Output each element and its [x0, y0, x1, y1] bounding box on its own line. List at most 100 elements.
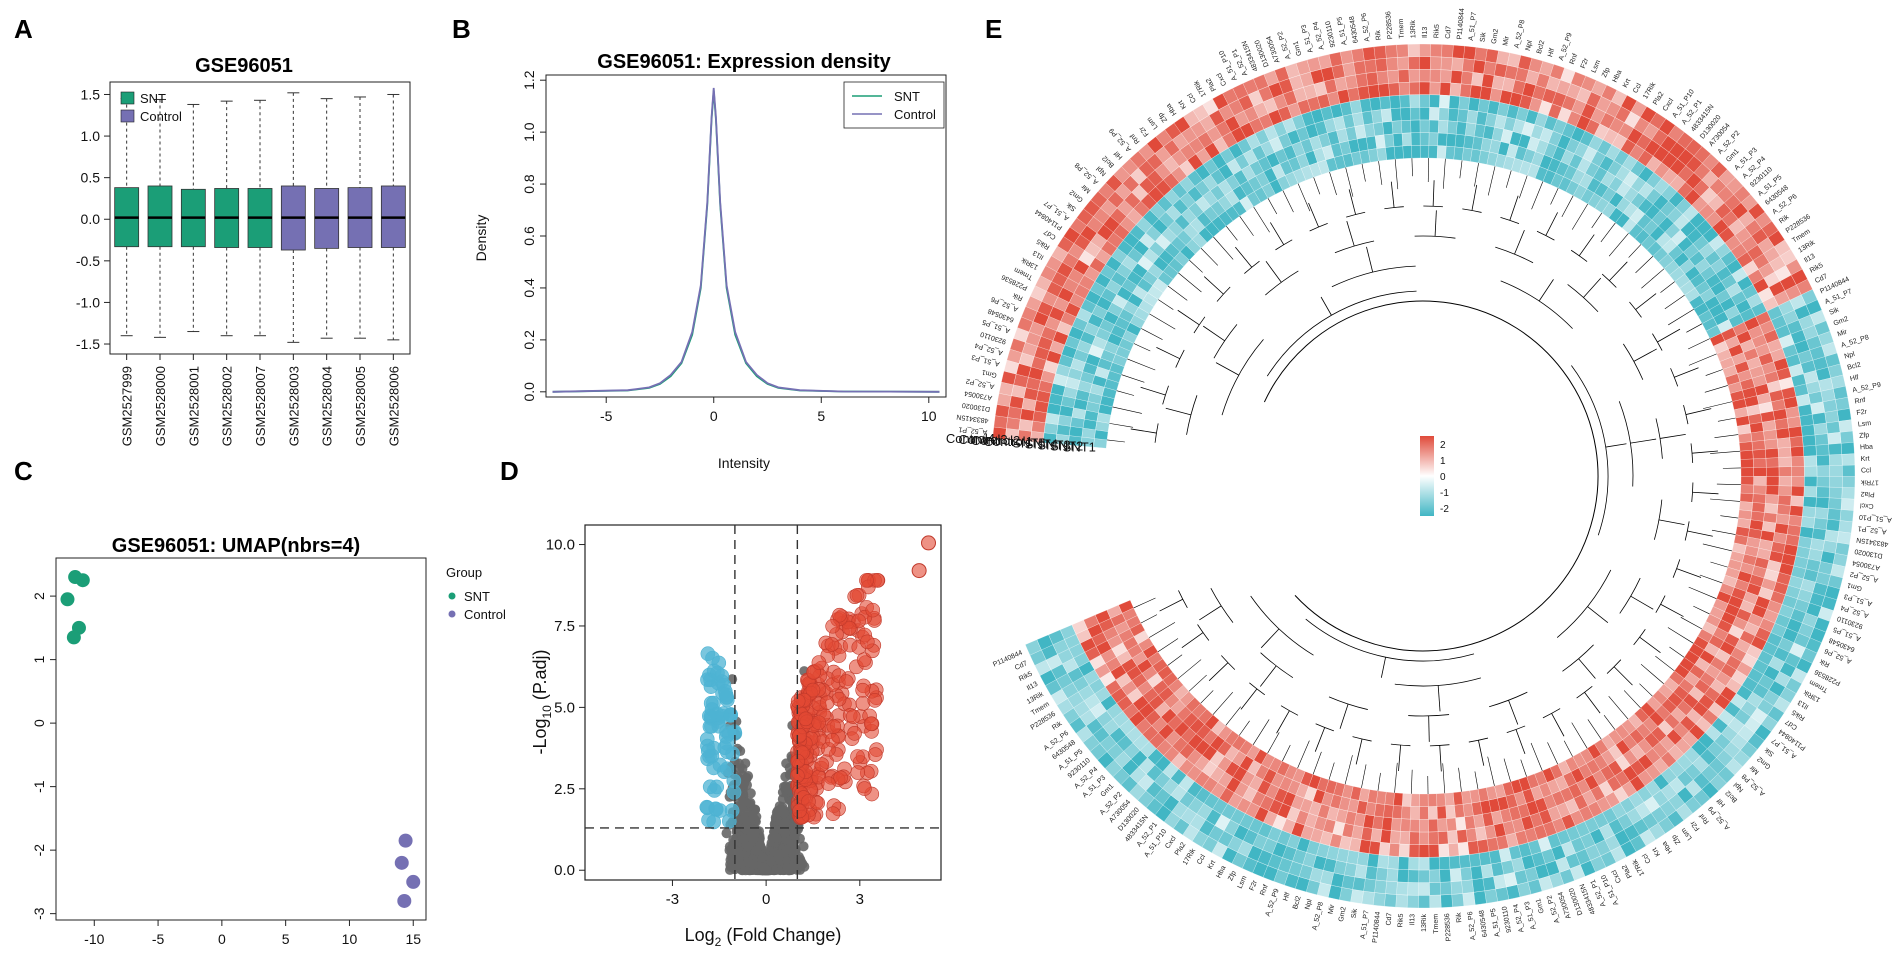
dendrogram-arc	[1500, 280, 1573, 329]
dendrogram-arc	[1260, 652, 1294, 679]
heatmap-cell	[1791, 466, 1805, 477]
y-tick-label: 1.0	[81, 128, 101, 144]
heatmap-cell	[1382, 121, 1394, 136]
heatmap-cell	[1474, 47, 1488, 62]
heatmap-cell	[1825, 518, 1841, 532]
heatmap-cell	[1390, 817, 1402, 832]
dendrogram-branch	[1200, 690, 1214, 704]
heatmap-cell	[1376, 147, 1388, 162]
volcano-point-up	[805, 682, 821, 698]
heatmap-cell	[1811, 412, 1827, 426]
heatmap-cell	[1764, 438, 1779, 450]
umap-point-control	[406, 874, 421, 889]
gene-label: Il13	[1409, 914, 1416, 926]
dendrogram-branch	[1561, 195, 1574, 217]
heatmap-cell	[1357, 85, 1371, 101]
umap-point-control	[398, 833, 413, 848]
dendrogram-branch	[1508, 700, 1519, 725]
dendrogram-arc	[1197, 624, 1210, 641]
gene-label: Gm1	[1846, 581, 1863, 592]
dendrogram-branch	[1167, 654, 1183, 666]
y-tick-label: -2	[31, 844, 47, 857]
gene-label: Rnf	[1129, 132, 1141, 145]
gene-label: Rik5	[1397, 913, 1405, 927]
dendrogram-branch	[1628, 244, 1642, 258]
heatmap-cell	[1740, 458, 1754, 469]
heatmap-cell	[1457, 841, 1470, 856]
gene-label: Ccl	[1861, 467, 1872, 474]
gene-label: 4833415N	[956, 413, 989, 424]
dendrogram-branch	[1442, 158, 1446, 189]
heatmap-cell	[1841, 453, 1856, 466]
volcano-point-down	[708, 802, 724, 817]
dendrogram-branch	[1366, 246, 1374, 273]
heatmap-cell	[1381, 816, 1393, 831]
gene-label: Lsm	[1237, 875, 1249, 890]
dendrogram-branch	[1667, 627, 1694, 644]
dendrogram-arc	[1562, 644, 1594, 672]
dendrogram-branch	[1659, 433, 1686, 439]
heatmap-cell	[1459, 866, 1473, 882]
dendrogram-branch	[1167, 285, 1188, 301]
dendrogram-branch	[1213, 236, 1234, 260]
umap-legend: Group SNT Control	[446, 565, 506, 622]
heatmap-scale-label: 2	[1440, 440, 1446, 451]
dendrogram-branch	[1591, 212, 1603, 229]
heatmap-cell	[1400, 107, 1411, 121]
y-tick-label: 0.0	[81, 211, 101, 227]
dendrogram-branch	[1235, 246, 1253, 268]
heatmap-cell	[1409, 818, 1420, 833]
gene-label: F2r	[1580, 57, 1591, 70]
heatmap-cell	[1389, 95, 1401, 109]
gene-label: Krt	[1622, 78, 1632, 89]
heatmap-cell	[1365, 71, 1379, 87]
heatmap-cell	[1447, 108, 1459, 122]
gene-label: A_52_P4	[1312, 21, 1325, 51]
gene-label: Hlf	[1282, 892, 1291, 902]
heatmap-cell	[1418, 831, 1430, 845]
heatmap-cell	[1814, 433, 1829, 446]
gene-label: Cxcl	[1164, 835, 1178, 851]
heatmap-cell	[1765, 448, 1779, 459]
dendrogram-branch	[1140, 614, 1158, 624]
density-line-snt	[552, 90, 940, 393]
gene-label: Pla2	[1860, 490, 1874, 498]
x-tick-label: 0	[710, 408, 718, 424]
dendrogram-branch	[1509, 195, 1519, 221]
volcano-point-down	[702, 708, 717, 724]
heatmap-cell	[1361, 890, 1375, 906]
dendrogram-branch	[1503, 758, 1511, 782]
dendrogram-branch	[1269, 222, 1285, 245]
heatmap-cell	[1440, 56, 1453, 71]
dendrogram-branch	[1471, 184, 1478, 211]
volcano-point-down	[724, 803, 740, 818]
heatmap-cell	[1460, 71, 1474, 86]
gene-label: A_52_P8	[1513, 19, 1526, 49]
heatmap-cell	[1750, 431, 1765, 442]
dendrogram-branch	[1276, 710, 1290, 734]
heatmap-cell	[1419, 806, 1429, 820]
heatmap-cell	[1462, 892, 1476, 907]
dendrogram-branch	[1253, 206, 1270, 233]
heatmap-cell	[1467, 840, 1480, 855]
dendrogram-branch	[1141, 328, 1163, 340]
volcano-point-up	[849, 588, 865, 603]
heatmap-scale-label: -2	[1440, 504, 1449, 515]
volcano-point-ns	[771, 807, 782, 818]
heatmap-cell	[1800, 516, 1815, 529]
gene-label: 17Rik	[1860, 478, 1878, 485]
gene-label: Rnf	[1854, 397, 1866, 406]
heatmap-cell	[1428, 831, 1439, 845]
heatmap-cell	[1429, 81, 1441, 96]
dendrogram-branch	[1199, 605, 1222, 621]
dendrogram-branch	[1282, 744, 1291, 762]
volcano-point-down	[702, 779, 718, 795]
dendrogram-branch	[1127, 358, 1156, 371]
heatmap-cell	[1777, 447, 1792, 458]
heatmap-cell	[1789, 436, 1804, 448]
dendrogram-branch	[1668, 308, 1694, 326]
y-tick-label: 0	[31, 719, 47, 727]
volcano-point-ns	[738, 798, 749, 809]
dendrogram-branch	[1156, 347, 1180, 360]
gene-label: Cd7	[1385, 912, 1393, 925]
